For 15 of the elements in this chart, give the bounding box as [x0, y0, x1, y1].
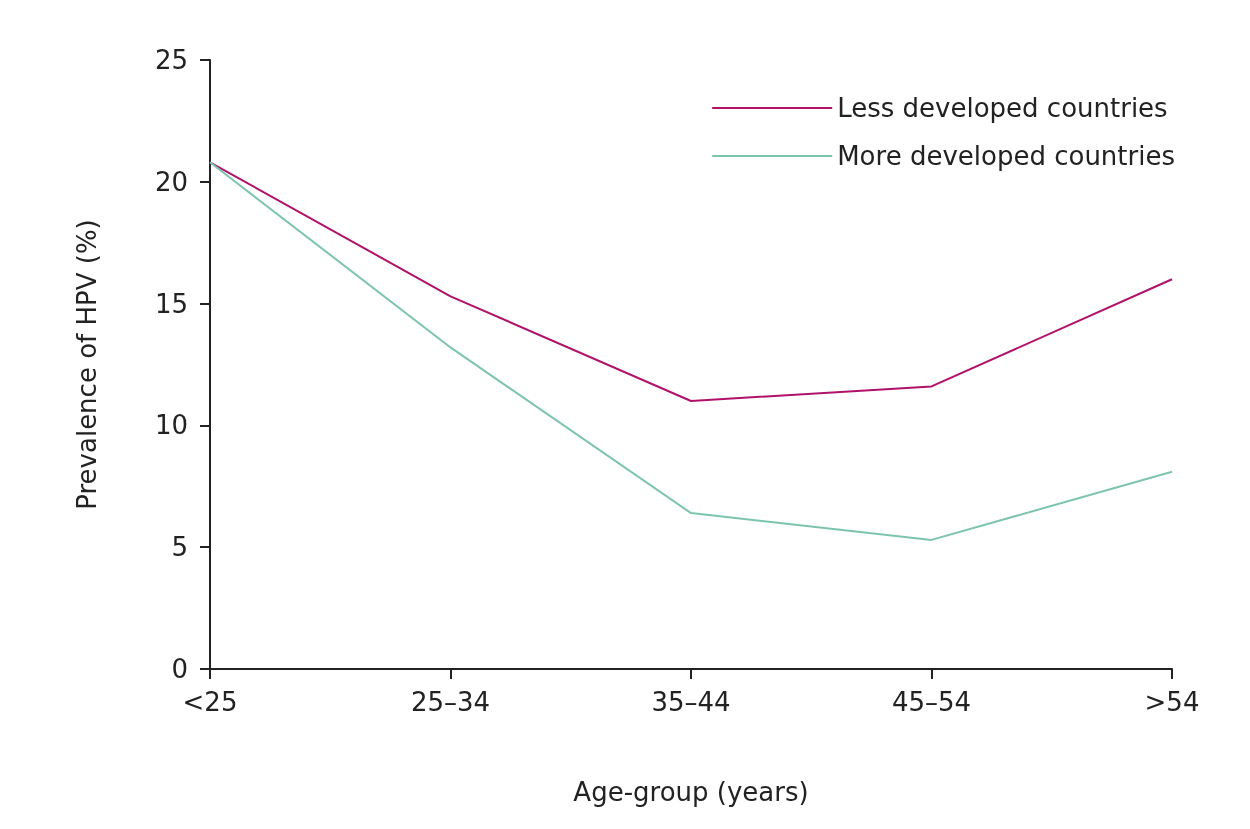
y-tick-label: 10	[154, 410, 188, 441]
y-tick-label: 0	[171, 654, 188, 684]
y-tick-label: 20	[154, 166, 188, 197]
legend-label: More developed countries	[837, 141, 1175, 171]
y-tick-label: 25	[154, 45, 188, 75]
x-axis-title: Age-group (years)	[573, 777, 809, 807]
y-tick-label: 15	[154, 288, 188, 319]
y-tick-label: 5	[171, 532, 188, 563]
y-axis-title: Prevalence of HPV (%)	[72, 219, 102, 510]
x-tick-label: <25	[182, 687, 238, 717]
x-tick-label: 35–44	[651, 687, 731, 717]
x-tick-label: 45–54	[891, 687, 972, 717]
legend-label: Less developed countries	[837, 93, 1168, 123]
x-tick-label: >54	[1144, 687, 1200, 717]
x-tick-label: 25–34	[410, 687, 491, 717]
